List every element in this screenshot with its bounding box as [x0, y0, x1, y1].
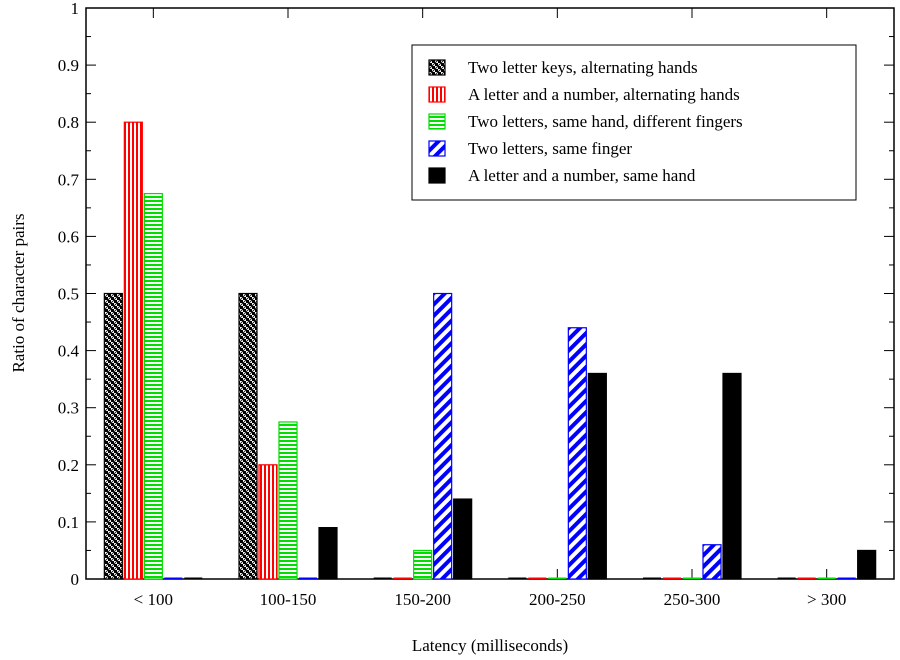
y-tick-label: 0.2	[58, 456, 79, 475]
bar-5	[857, 549, 877, 580]
x-tick-label: < 100	[134, 590, 173, 609]
legend-swatch	[428, 86, 446, 103]
bar-1	[103, 292, 123, 580]
bar-4	[702, 544, 722, 580]
x-axis-title: Latency (milliseconds)	[412, 636, 568, 655]
y-axis-title: Ratio of character pairs	[9, 213, 28, 372]
legend-swatch	[428, 140, 446, 157]
x-tick-label: 250-300	[664, 590, 721, 609]
y-axis-ticks: 0 0.1 0.2 0.3 0.4 0.5 0.6 0.7 0.8 0.9 1	[58, 0, 894, 589]
y-tick-label: 0.4	[58, 342, 80, 361]
legend: Two letter keys, alternating hands A lett…	[411, 44, 857, 201]
legend-label: A letter and a number, alternating hands	[468, 85, 740, 104]
bar-5	[587, 372, 607, 580]
bar-3	[413, 549, 433, 580]
bar-5	[453, 498, 473, 580]
legend-frame	[411, 44, 857, 201]
y-tick-label: 0.9	[58, 56, 79, 75]
legend-label: Two letters, same finger	[468, 139, 632, 158]
x-tick-label: 150-200	[394, 590, 451, 609]
bar-4	[567, 327, 587, 580]
bar-1	[238, 292, 258, 580]
legend-swatch	[428, 167, 446, 184]
legend-label: A letter and a number, same hand	[468, 166, 696, 185]
x-tick-label: > 300	[807, 590, 846, 609]
bar-2	[258, 464, 278, 580]
y-tick-label: 0.1	[58, 513, 79, 532]
bar-3	[143, 192, 163, 580]
bar-5	[722, 372, 742, 580]
bar-2	[123, 121, 143, 580]
bars	[103, 121, 877, 580]
y-tick-label: 0.5	[58, 285, 79, 304]
legend-swatch	[428, 59, 446, 76]
y-tick-label: 0.3	[58, 399, 79, 418]
bar-5	[318, 527, 338, 580]
y-tick-label: 1	[71, 0, 80, 18]
x-tick-label: 200-250	[529, 590, 586, 609]
y-tick-label: 0.7	[58, 170, 80, 189]
x-tick-label: 100-150	[260, 590, 317, 609]
y-tick-label: 0.6	[58, 227, 79, 246]
x-axis-ticks: < 100 100-150 150-200 200-250 250-300 > 300	[134, 8, 846, 609]
bar-4	[433, 292, 453, 580]
legend-label: Two letter keys, alternating hands	[468, 58, 698, 77]
y-tick-label: 0	[71, 570, 80, 589]
y-tick-label: 0.8	[58, 113, 79, 132]
bar-3	[278, 421, 298, 580]
legend-swatch	[428, 113, 446, 130]
legend-label: Two letters, same hand, different finger…	[468, 112, 743, 131]
